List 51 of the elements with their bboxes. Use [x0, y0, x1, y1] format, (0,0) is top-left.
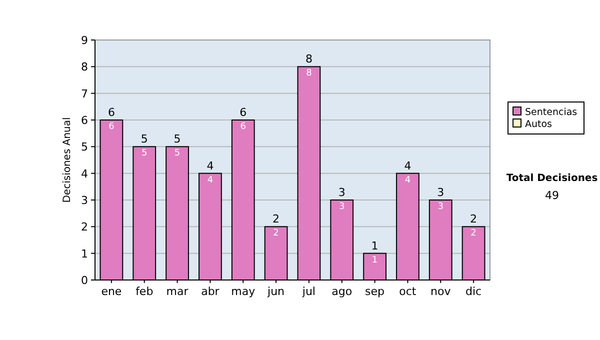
y-tick-label: 7	[81, 87, 88, 100]
x-tick-label: jul	[301, 285, 316, 298]
x-tick-label: mar	[166, 285, 189, 298]
y-axis-title: Decisiones Anual	[62, 117, 73, 203]
legend-label: Autos	[525, 119, 552, 130]
x-tick-label: ene	[101, 285, 122, 298]
data-label: 4	[404, 175, 411, 186]
y-tick-label: 5	[81, 140, 88, 154]
text: 49	[545, 189, 559, 202]
y-tick-label: 8	[81, 60, 88, 74]
total-label: 3	[338, 186, 346, 199]
data-label: 4	[207, 175, 214, 186]
x-tick-label: may	[231, 285, 256, 298]
data-label: 3	[339, 202, 345, 212]
total-label: 8	[305, 52, 312, 66]
total-label: 4	[206, 159, 214, 172]
total-label: 5	[174, 132, 181, 146]
total-label: 6	[240, 106, 247, 119]
x-tick-label: jun	[266, 285, 285, 298]
data-label: 5	[174, 148, 180, 159]
total-label: 2	[470, 212, 478, 226]
total-label: 1	[371, 239, 378, 252]
x-tick-label: oct	[399, 285, 417, 298]
x-tick-label: nov	[430, 285, 452, 298]
data-label: 3	[438, 202, 444, 212]
y-tick-label: 3	[81, 194, 88, 207]
data-label: 6	[108, 122, 115, 132]
y-tick-label: 0	[81, 274, 88, 287]
data-label: 6	[240, 122, 246, 132]
data-label: 1	[372, 255, 378, 266]
x-tick-label: abr	[201, 285, 220, 298]
data-label: 8	[306, 68, 312, 79]
total-label: 6	[108, 106, 115, 119]
x-tick-label: feb	[136, 285, 154, 298]
x-tick-label: dic	[465, 285, 482, 298]
y-tick-label: 6	[81, 114, 88, 127]
data-label: 2	[273, 228, 279, 239]
y-tick-label: 1	[81, 247, 88, 260]
y-tick-label: 2	[81, 220, 88, 234]
legend-label: Sentencias	[525, 107, 578, 118]
x-tick-label: sep	[365, 285, 385, 298]
data-label: 5	[142, 148, 148, 159]
y-tick-label: 4	[81, 167, 88, 180]
total-label: 5	[140, 132, 148, 146]
total-label: 3	[437, 186, 444, 199]
total-label: 2	[272, 212, 280, 226]
data-label: 2	[470, 228, 476, 239]
text: Total Decisiones	[506, 173, 598, 184]
x-tick-label: ago	[332, 285, 352, 298]
y-tick-label: 9	[81, 34, 88, 47]
total-label: 4	[404, 159, 412, 172]
